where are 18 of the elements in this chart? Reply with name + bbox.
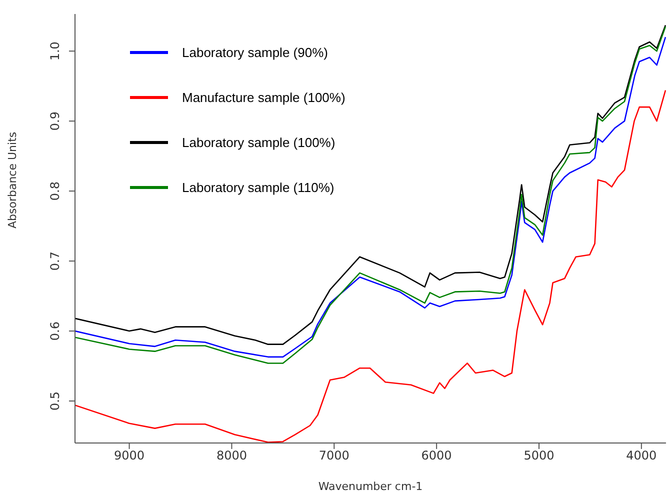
legend-label: Laboratory sample (90%) bbox=[182, 45, 328, 60]
x-tick-label: 5000 bbox=[524, 448, 554, 463]
y-tick-label: 0.5 bbox=[48, 391, 62, 411]
y-tick-label: 0.6 bbox=[48, 321, 62, 341]
x-axis-title: Wavenumber cm-1 bbox=[318, 480, 423, 492]
legend-label: Laboratory sample (110%) bbox=[182, 180, 334, 195]
legend-label: Manufacture sample (100%) bbox=[182, 90, 346, 105]
x-tick-label: 4000 bbox=[626, 448, 657, 463]
x-tick-label: 9000 bbox=[114, 448, 145, 463]
y-tick-label: 0.9 bbox=[48, 112, 62, 131]
y-tick-label: 1.0 bbox=[48, 42, 62, 61]
legend-label: Laboratory sample (100%) bbox=[182, 135, 336, 150]
x-tick-label: 7000 bbox=[318, 448, 350, 463]
x-tick-label: 8000 bbox=[216, 448, 247, 463]
y-axis-title: Absorbance Units bbox=[6, 132, 19, 228]
y-tick-label: 0.8 bbox=[48, 182, 62, 201]
x-tick-label: 6000 bbox=[421, 448, 452, 463]
y-tick-label: 0.7 bbox=[48, 251, 62, 271]
